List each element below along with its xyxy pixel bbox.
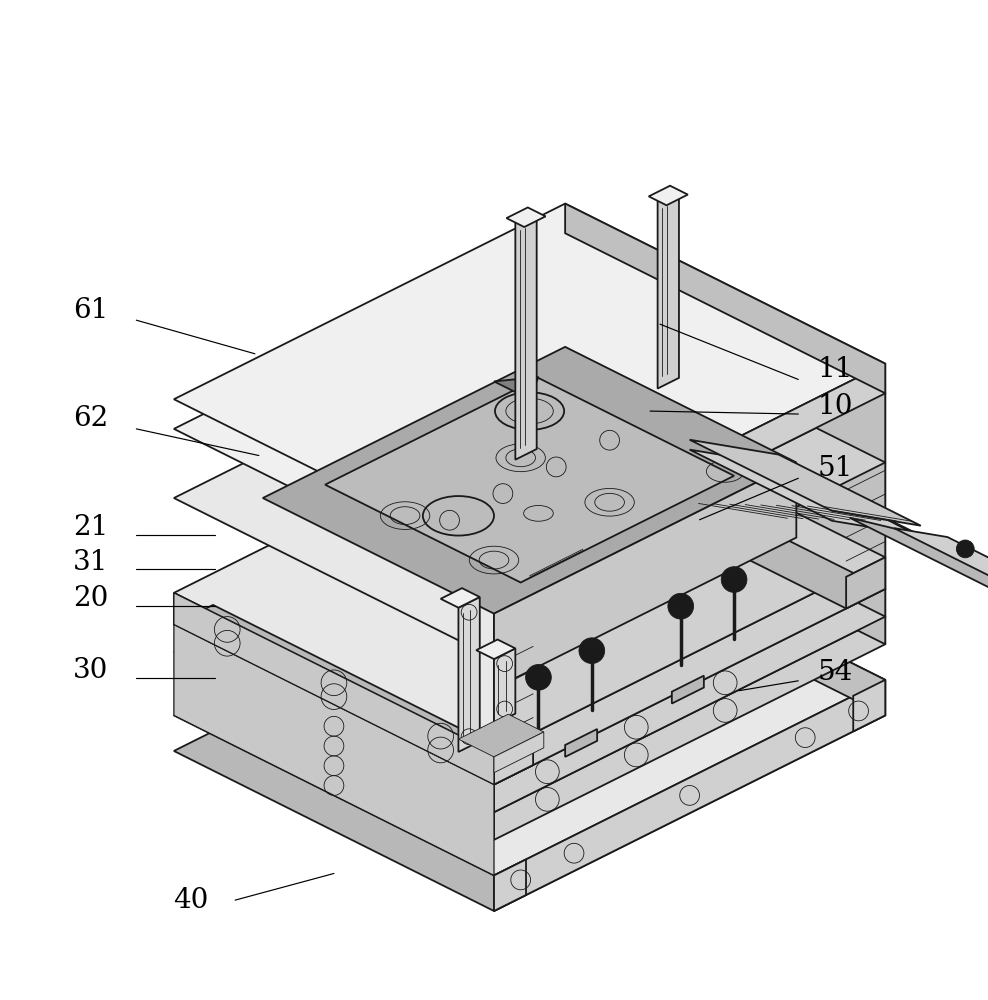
Polygon shape	[565, 233, 885, 462]
Polygon shape	[672, 676, 703, 704]
Polygon shape	[494, 733, 534, 785]
Polygon shape	[565, 457, 885, 644]
Polygon shape	[174, 605, 534, 785]
Polygon shape	[494, 364, 885, 589]
Polygon shape	[494, 589, 885, 812]
Text: 11: 11	[817, 356, 853, 383]
Polygon shape	[658, 190, 679, 389]
Polygon shape	[494, 859, 526, 911]
Polygon shape	[507, 207, 545, 227]
Polygon shape	[690, 440, 921, 526]
Polygon shape	[494, 393, 885, 658]
Polygon shape	[854, 680, 885, 731]
Polygon shape	[846, 557, 885, 608]
Polygon shape	[174, 457, 885, 812]
Polygon shape	[174, 624, 494, 875]
Polygon shape	[174, 302, 885, 658]
Polygon shape	[174, 429, 885, 785]
Polygon shape	[565, 429, 885, 617]
Polygon shape	[894, 528, 988, 599]
Polygon shape	[174, 593, 494, 785]
Polygon shape	[174, 204, 885, 559]
Polygon shape	[441, 588, 480, 608]
Polygon shape	[174, 397, 885, 753]
Text: 61: 61	[73, 297, 109, 324]
Text: 54: 54	[817, 659, 853, 686]
Polygon shape	[174, 593, 494, 785]
Text: 31: 31	[73, 549, 109, 576]
Text: 30: 30	[73, 657, 109, 684]
Polygon shape	[850, 518, 988, 602]
Text: 62: 62	[73, 405, 109, 432]
Polygon shape	[174, 555, 885, 911]
Polygon shape	[263, 347, 796, 614]
Polygon shape	[565, 520, 885, 715]
Circle shape	[721, 567, 747, 592]
Text: 10: 10	[817, 393, 853, 420]
Polygon shape	[476, 640, 516, 659]
Polygon shape	[494, 648, 516, 724]
Polygon shape	[494, 617, 885, 840]
Polygon shape	[494, 557, 885, 785]
Polygon shape	[526, 429, 885, 608]
Text: 51: 51	[817, 455, 853, 482]
Text: 20: 20	[73, 585, 109, 612]
Polygon shape	[458, 714, 543, 757]
Polygon shape	[516, 212, 536, 460]
Polygon shape	[494, 462, 796, 689]
Circle shape	[526, 665, 551, 690]
Polygon shape	[174, 233, 885, 589]
Polygon shape	[325, 378, 734, 582]
Text: 40: 40	[173, 887, 208, 914]
Polygon shape	[565, 204, 885, 393]
Polygon shape	[565, 302, 885, 557]
Polygon shape	[494, 462, 885, 753]
Polygon shape	[494, 680, 885, 911]
Circle shape	[956, 540, 974, 558]
Polygon shape	[690, 450, 921, 536]
Polygon shape	[494, 377, 538, 399]
Circle shape	[579, 638, 605, 664]
Text: 21: 21	[73, 514, 109, 541]
Polygon shape	[458, 597, 480, 752]
Polygon shape	[565, 397, 885, 589]
Polygon shape	[494, 732, 543, 773]
Polygon shape	[565, 729, 597, 757]
Polygon shape	[174, 520, 885, 875]
Polygon shape	[649, 186, 688, 205]
Circle shape	[668, 593, 694, 619]
